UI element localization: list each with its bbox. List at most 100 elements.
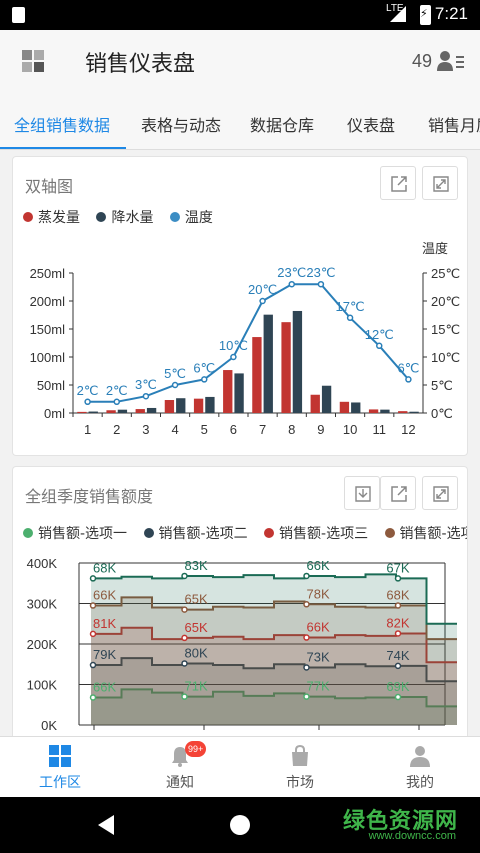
card-title: 双轴图 bbox=[25, 177, 74, 196]
x-tick-label: 7 bbox=[259, 422, 266, 437]
data-point bbox=[394, 602, 402, 609]
x-tick-label: 12 bbox=[401, 422, 415, 437]
data-point bbox=[89, 602, 97, 609]
temperature-point bbox=[259, 297, 266, 305]
user-list-icon[interactable] bbox=[437, 50, 465, 72]
tab-monthly-sales[interactable]: 销售月质 bbox=[428, 116, 480, 135]
data-label: 66K bbox=[93, 679, 116, 694]
y-left-tick-label: 250ml bbox=[30, 266, 66, 281]
temperature-label: 23℃ bbox=[277, 265, 306, 280]
tab-data-warehouse[interactable]: 数据仓库 bbox=[250, 116, 315, 135]
y-right-tick-label: 10℃ bbox=[431, 350, 460, 365]
x-tick-label: 4 bbox=[171, 422, 178, 437]
back-icon[interactable] bbox=[96, 814, 116, 836]
x-tick-label: 8 bbox=[288, 422, 295, 437]
data-point bbox=[394, 630, 402, 637]
bar-precipitation bbox=[117, 409, 128, 413]
nav-notifications[interactable]: 99+ 通知 bbox=[120, 737, 240, 798]
nav-label: 工作区 bbox=[39, 775, 81, 791]
system-navigation-bar: 绿色资源网 www.downcc.com bbox=[0, 797, 480, 853]
y-tick-label: 100K bbox=[27, 678, 58, 693]
legend-item[interactable]: 销售额-选项 bbox=[384, 526, 467, 542]
temperature-point bbox=[288, 280, 295, 288]
bar-precipitation bbox=[88, 411, 98, 413]
legend-item[interactable]: 销售额-选项二 bbox=[143, 526, 248, 542]
legend-item[interactable]: 降水量 bbox=[96, 210, 153, 226]
data-point bbox=[394, 693, 402, 701]
temperature-point bbox=[405, 376, 412, 383]
quarterly-area-chart: 0K 100K 200K 300K 400K 66K 71K 77K 69K 79K 80K 73K 7… bbox=[27, 556, 457, 733]
area-line bbox=[91, 573, 457, 625]
y-right-tick-label: 0℃ bbox=[431, 406, 453, 421]
chart-legend: 销售额-选项一 销售额-选项二 销售额-选项三 销售额-选项 bbox=[23, 523, 467, 543]
data-label: 68K bbox=[93, 560, 116, 575]
y-right-tick-label: 5℃ bbox=[431, 378, 453, 393]
temperature-point bbox=[376, 342, 383, 350]
temperature-label: 2℃ bbox=[77, 383, 99, 398]
bar-precipitation bbox=[146, 407, 157, 413]
bar-evaporation bbox=[164, 400, 175, 413]
data-label: 77K bbox=[307, 679, 330, 694]
data-point bbox=[181, 693, 188, 700]
fullscreen-button[interactable] bbox=[422, 166, 458, 200]
workspace-grid-icon bbox=[49, 745, 71, 767]
data-point bbox=[181, 572, 188, 580]
temperature-label: 6℃ bbox=[397, 360, 419, 375]
y-left-tick-label: 50ml bbox=[37, 378, 65, 393]
card-title: 全组季度销售额度 bbox=[25, 487, 154, 506]
bar-evaporation bbox=[398, 411, 408, 413]
y-left-tick-label: 100ml bbox=[30, 350, 66, 365]
bar-precipitation bbox=[205, 396, 215, 413]
data-label: 79K bbox=[93, 647, 116, 662]
status-bar: LTE 7:21 bbox=[0, 0, 480, 30]
watermark-title: 绿色资源网 bbox=[342, 809, 458, 834]
share-button[interactable] bbox=[380, 476, 416, 510]
download-button[interactable] bbox=[344, 476, 380, 510]
legend-item[interactable]: 销售额-选项一 bbox=[23, 526, 127, 542]
y-right-tick-label: 25℃ bbox=[431, 266, 460, 281]
x-tick-label: 5 bbox=[201, 422, 208, 437]
share-button[interactable] bbox=[380, 166, 416, 200]
area-fill bbox=[91, 627, 457, 725]
share-icon bbox=[391, 486, 407, 502]
nav-workspace[interactable]: 工作区 bbox=[0, 737, 120, 798]
data-label: 74K bbox=[386, 648, 409, 663]
data-label: 66K bbox=[307, 620, 330, 635]
dual-axis-chart-card: 双轴图 蒸发量 降水量 温度 温度 0ml 50ml 100ml 150ml 200ml 2… bbox=[12, 156, 468, 456]
legend-item[interactable]: 蒸发量 bbox=[23, 210, 80, 226]
legend-item[interactable]: 温度 bbox=[169, 210, 213, 226]
temperature-label: 3℃ bbox=[135, 377, 157, 392]
tab-tables[interactable]: 表格与动态 bbox=[141, 116, 222, 135]
temperature-label: 12℃ bbox=[365, 327, 394, 342]
bar-precipitation bbox=[409, 411, 419, 413]
nav-profile[interactable]: 我的 bbox=[360, 737, 480, 798]
legend-item[interactable]: 销售额-选项三 bbox=[264, 526, 368, 542]
temperature-label: 20℃ bbox=[248, 282, 277, 297]
y-left-tick-label: 0ml bbox=[44, 406, 65, 421]
apps-grid-icon[interactable] bbox=[22, 50, 44, 72]
data-point bbox=[89, 630, 97, 638]
data-point bbox=[181, 634, 188, 642]
home-icon[interactable] bbox=[229, 814, 251, 836]
data-label: 83K bbox=[185, 558, 208, 573]
quarterly-sales-card: 全组季度销售额度 销售额-选项一 销售额-选项二 销售额-选项三 销售额-选项 … bbox=[12, 466, 468, 736]
temperature-label: 5℃ bbox=[164, 366, 186, 381]
data-label: 73K bbox=[307, 649, 330, 664]
data-point bbox=[303, 572, 310, 580]
data-label: 68K bbox=[386, 588, 409, 603]
bottom-navigation: 工作区 99+ 通知 市场 我的 bbox=[0, 736, 480, 797]
fullscreen-icon bbox=[433, 176, 449, 192]
nav-market[interactable]: 市场 bbox=[240, 737, 360, 798]
data-point bbox=[303, 693, 310, 700]
y-tick-label: 300K bbox=[27, 597, 58, 612]
person-icon bbox=[410, 746, 430, 767]
tab-dashboard[interactable]: 仪表盘 bbox=[347, 116, 396, 135]
fullscreen-icon bbox=[433, 486, 449, 502]
data-label: 66K bbox=[93, 588, 116, 603]
bar-evaporation bbox=[339, 401, 350, 413]
fullscreen-button[interactable] bbox=[422, 476, 458, 510]
battery-charging-icon bbox=[420, 5, 431, 25]
tab-all-sales[interactable]: 全组销售数据 bbox=[14, 116, 111, 135]
temperature-point bbox=[171, 381, 179, 389]
temperature-label: 2℃ bbox=[106, 383, 128, 398]
